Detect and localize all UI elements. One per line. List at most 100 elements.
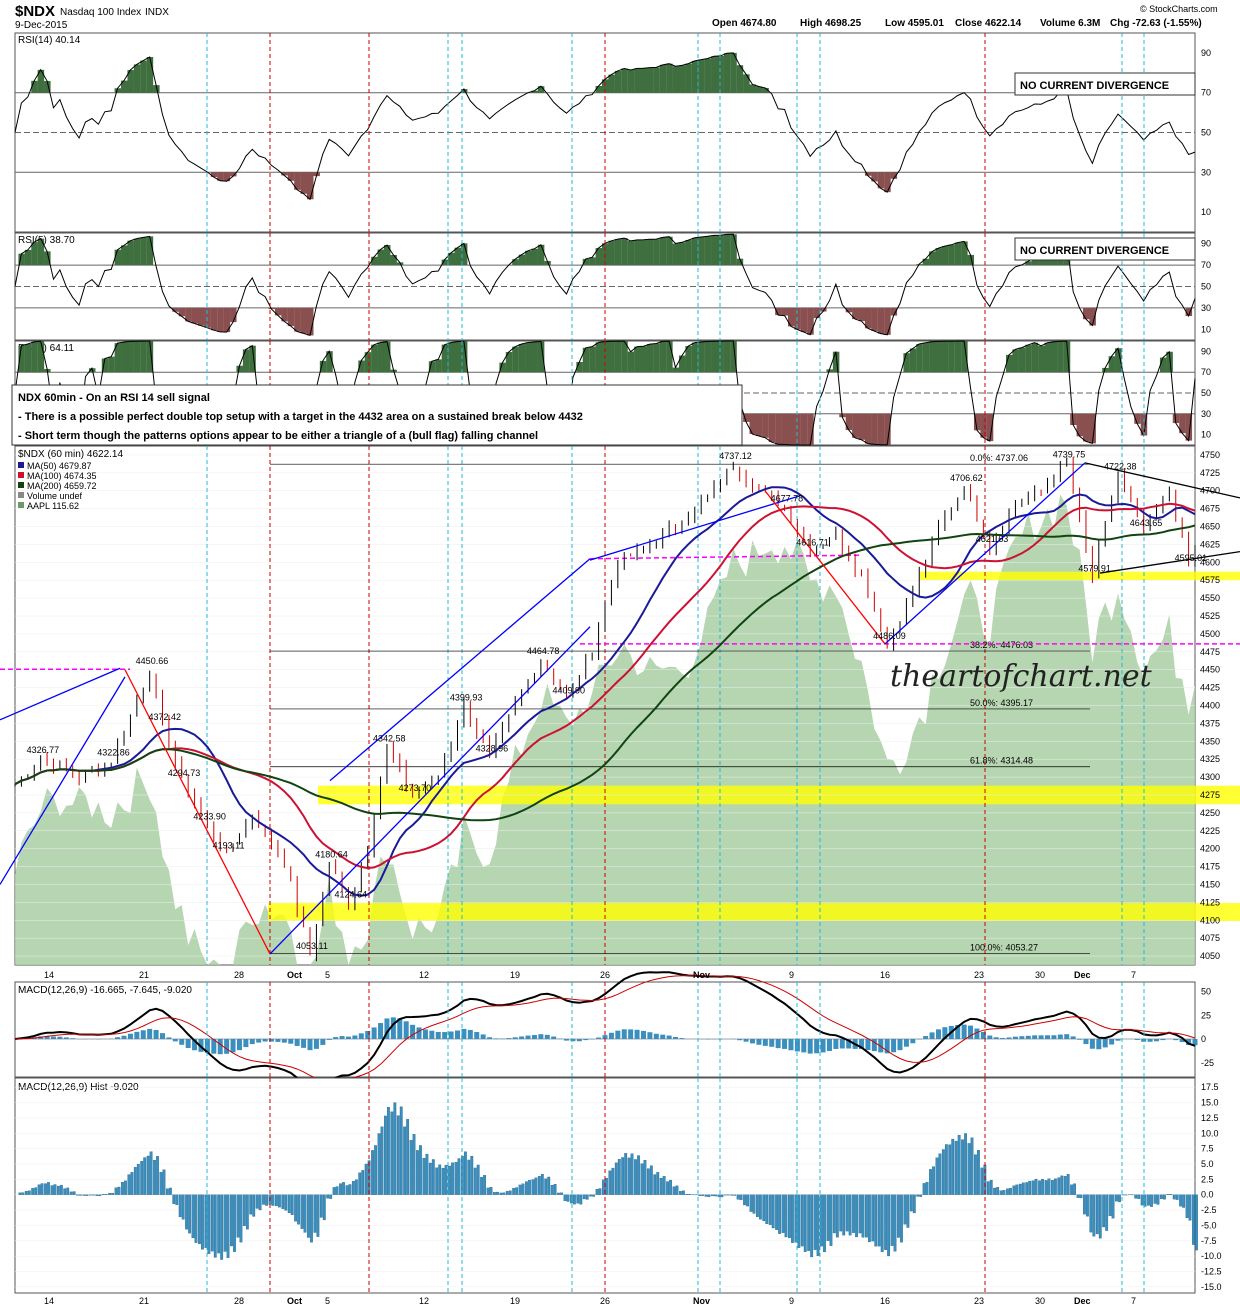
rsi-overbought-fill <box>730 234 737 266</box>
rsi-overbought-fill <box>1102 367 1109 373</box>
price-tick: 4275 <box>1200 790 1220 800</box>
macd-hist-bar <box>455 1030 460 1039</box>
ma50-line <box>14 486 1196 897</box>
rsi-overbought-fill <box>948 341 955 373</box>
macd-hist-bar <box>519 1036 525 1039</box>
hist-bar <box>929 1169 932 1195</box>
macd-hist-bar <box>416 1027 422 1039</box>
rsi-overbought-fill <box>621 238 628 266</box>
rsi-overbought-fill <box>1159 357 1167 373</box>
macd-hist-bar <box>320 1039 326 1045</box>
fib-label: 50.0%: 4395.17 <box>970 698 1033 708</box>
rsi-overbought-fill <box>31 80 38 93</box>
rsi-oversold-fill <box>871 172 878 182</box>
hist-bar <box>242 1194 246 1226</box>
rsi-overbought-fill <box>608 341 615 373</box>
macd-hist-bar <box>1025 1035 1031 1039</box>
hist-bar <box>133 1167 137 1195</box>
header-copyright: © StockCharts.com <box>1140 4 1218 14</box>
rsi-overbought-fill <box>666 236 673 266</box>
price-title: $NDX (60 min) 4622.14 <box>18 449 123 460</box>
rsi-oversold-fill <box>1172 413 1180 424</box>
macd-hist-bar <box>281 1039 287 1043</box>
hist-bar <box>277 1194 281 1208</box>
macd-hist-bar <box>185 1039 191 1049</box>
hist-bar <box>592 1194 596 1197</box>
rsi-overbought-fill <box>31 242 38 266</box>
price-tick: 4500 <box>1200 629 1220 639</box>
rsi-overbought-fill <box>37 341 45 373</box>
hist-bar <box>788 1194 791 1239</box>
price-tick: 4350 <box>1200 736 1220 746</box>
hist-bar <box>666 1181 669 1195</box>
rsi-overbought-fill <box>832 351 840 373</box>
rsi-overbought-fill <box>448 252 455 266</box>
rsi-oversold-fill <box>204 307 211 328</box>
macd-hist-bar <box>897 1039 903 1051</box>
ma200-line <box>14 524 1196 822</box>
hist-bar <box>1053 1178 1057 1195</box>
rsi-oversold-fill <box>743 413 750 422</box>
price-tick: 4550 <box>1200 593 1220 603</box>
macd-hist-bar <box>666 1035 672 1039</box>
rsi-oversold-fill <box>294 307 301 332</box>
macd-hist-bar <box>762 1039 768 1046</box>
hist-bar <box>634 1159 637 1195</box>
rsi-overbought-fill <box>634 68 641 93</box>
hist-tick: -7.5 <box>1201 1236 1217 1246</box>
macd-hist-bar <box>980 1032 986 1039</box>
rsi-overbought-fill <box>608 240 615 266</box>
rsi-overbought-fill <box>672 243 680 266</box>
price-tick: 4600 <box>1200 557 1220 567</box>
hist-bar <box>496 1191 499 1195</box>
rsi-overbought-fill <box>922 342 930 373</box>
macd-hist-bar <box>1102 1039 1108 1048</box>
x-tick-bottom: 16 <box>880 1296 890 1306</box>
rsi-overbought-fill <box>31 341 38 373</box>
hist-title: MACD(12,26,9) Hist -9.020 <box>18 1082 139 1093</box>
hist-bar <box>489 1187 493 1195</box>
macd-hist-bar <box>50 1036 56 1039</box>
hist-bar <box>845 1194 849 1232</box>
hist-bar <box>701 1194 705 1196</box>
hist-bar <box>589 1194 593 1197</box>
macd-hist-bar <box>326 1039 332 1040</box>
hist-bar <box>1134 1194 1138 1199</box>
rsi-overbought-fill <box>1038 257 1045 266</box>
rsi-overbought-fill <box>531 341 538 373</box>
macd-hist-bar <box>820 1039 826 1053</box>
hist-bar <box>893 1194 897 1252</box>
hist-bar <box>76 1194 79 1196</box>
price-label: 4273.70 <box>399 783 432 793</box>
hist-bar <box>752 1194 756 1214</box>
rsi-oversold-fill <box>858 413 866 440</box>
rsi-overbought-fill <box>18 345 25 373</box>
macd-hist-bar <box>179 1039 185 1045</box>
hist-bar <box>290 1194 294 1216</box>
rsi-overbought-fill <box>127 70 134 93</box>
rsi-overbought-fill <box>146 57 154 93</box>
x-tick: 26 <box>600 970 610 980</box>
hist-bar <box>598 1188 602 1195</box>
hist-bar <box>996 1187 1000 1195</box>
rsi-overbought-fill <box>723 53 731 93</box>
hist-bar <box>431 1159 435 1195</box>
rsi-overbought-fill <box>1012 349 1019 373</box>
hist-bar <box>316 1194 320 1237</box>
price-tick: 4375 <box>1200 718 1220 728</box>
rsi-overbought-fill <box>646 344 654 373</box>
legend-item: MA(200) 4659.72 <box>27 481 97 491</box>
rsi-overbought-fill <box>653 239 660 266</box>
rsi-oversold-fill <box>884 172 891 193</box>
hist-bar <box>377 1133 381 1195</box>
rsi-overbought-fill <box>121 245 128 266</box>
hist-tick: 2.5 <box>1201 1174 1214 1184</box>
hist-bar <box>95 1194 99 1196</box>
hist-bar <box>339 1183 342 1195</box>
rsi-overbought-fill <box>140 237 147 266</box>
macd-hist-bar <box>345 1036 351 1039</box>
macd-hist-bar <box>660 1034 666 1039</box>
price-label: 4739.75 <box>1053 449 1086 459</box>
hist-bar <box>236 1194 240 1238</box>
macd-hist-bar <box>737 1039 743 1041</box>
